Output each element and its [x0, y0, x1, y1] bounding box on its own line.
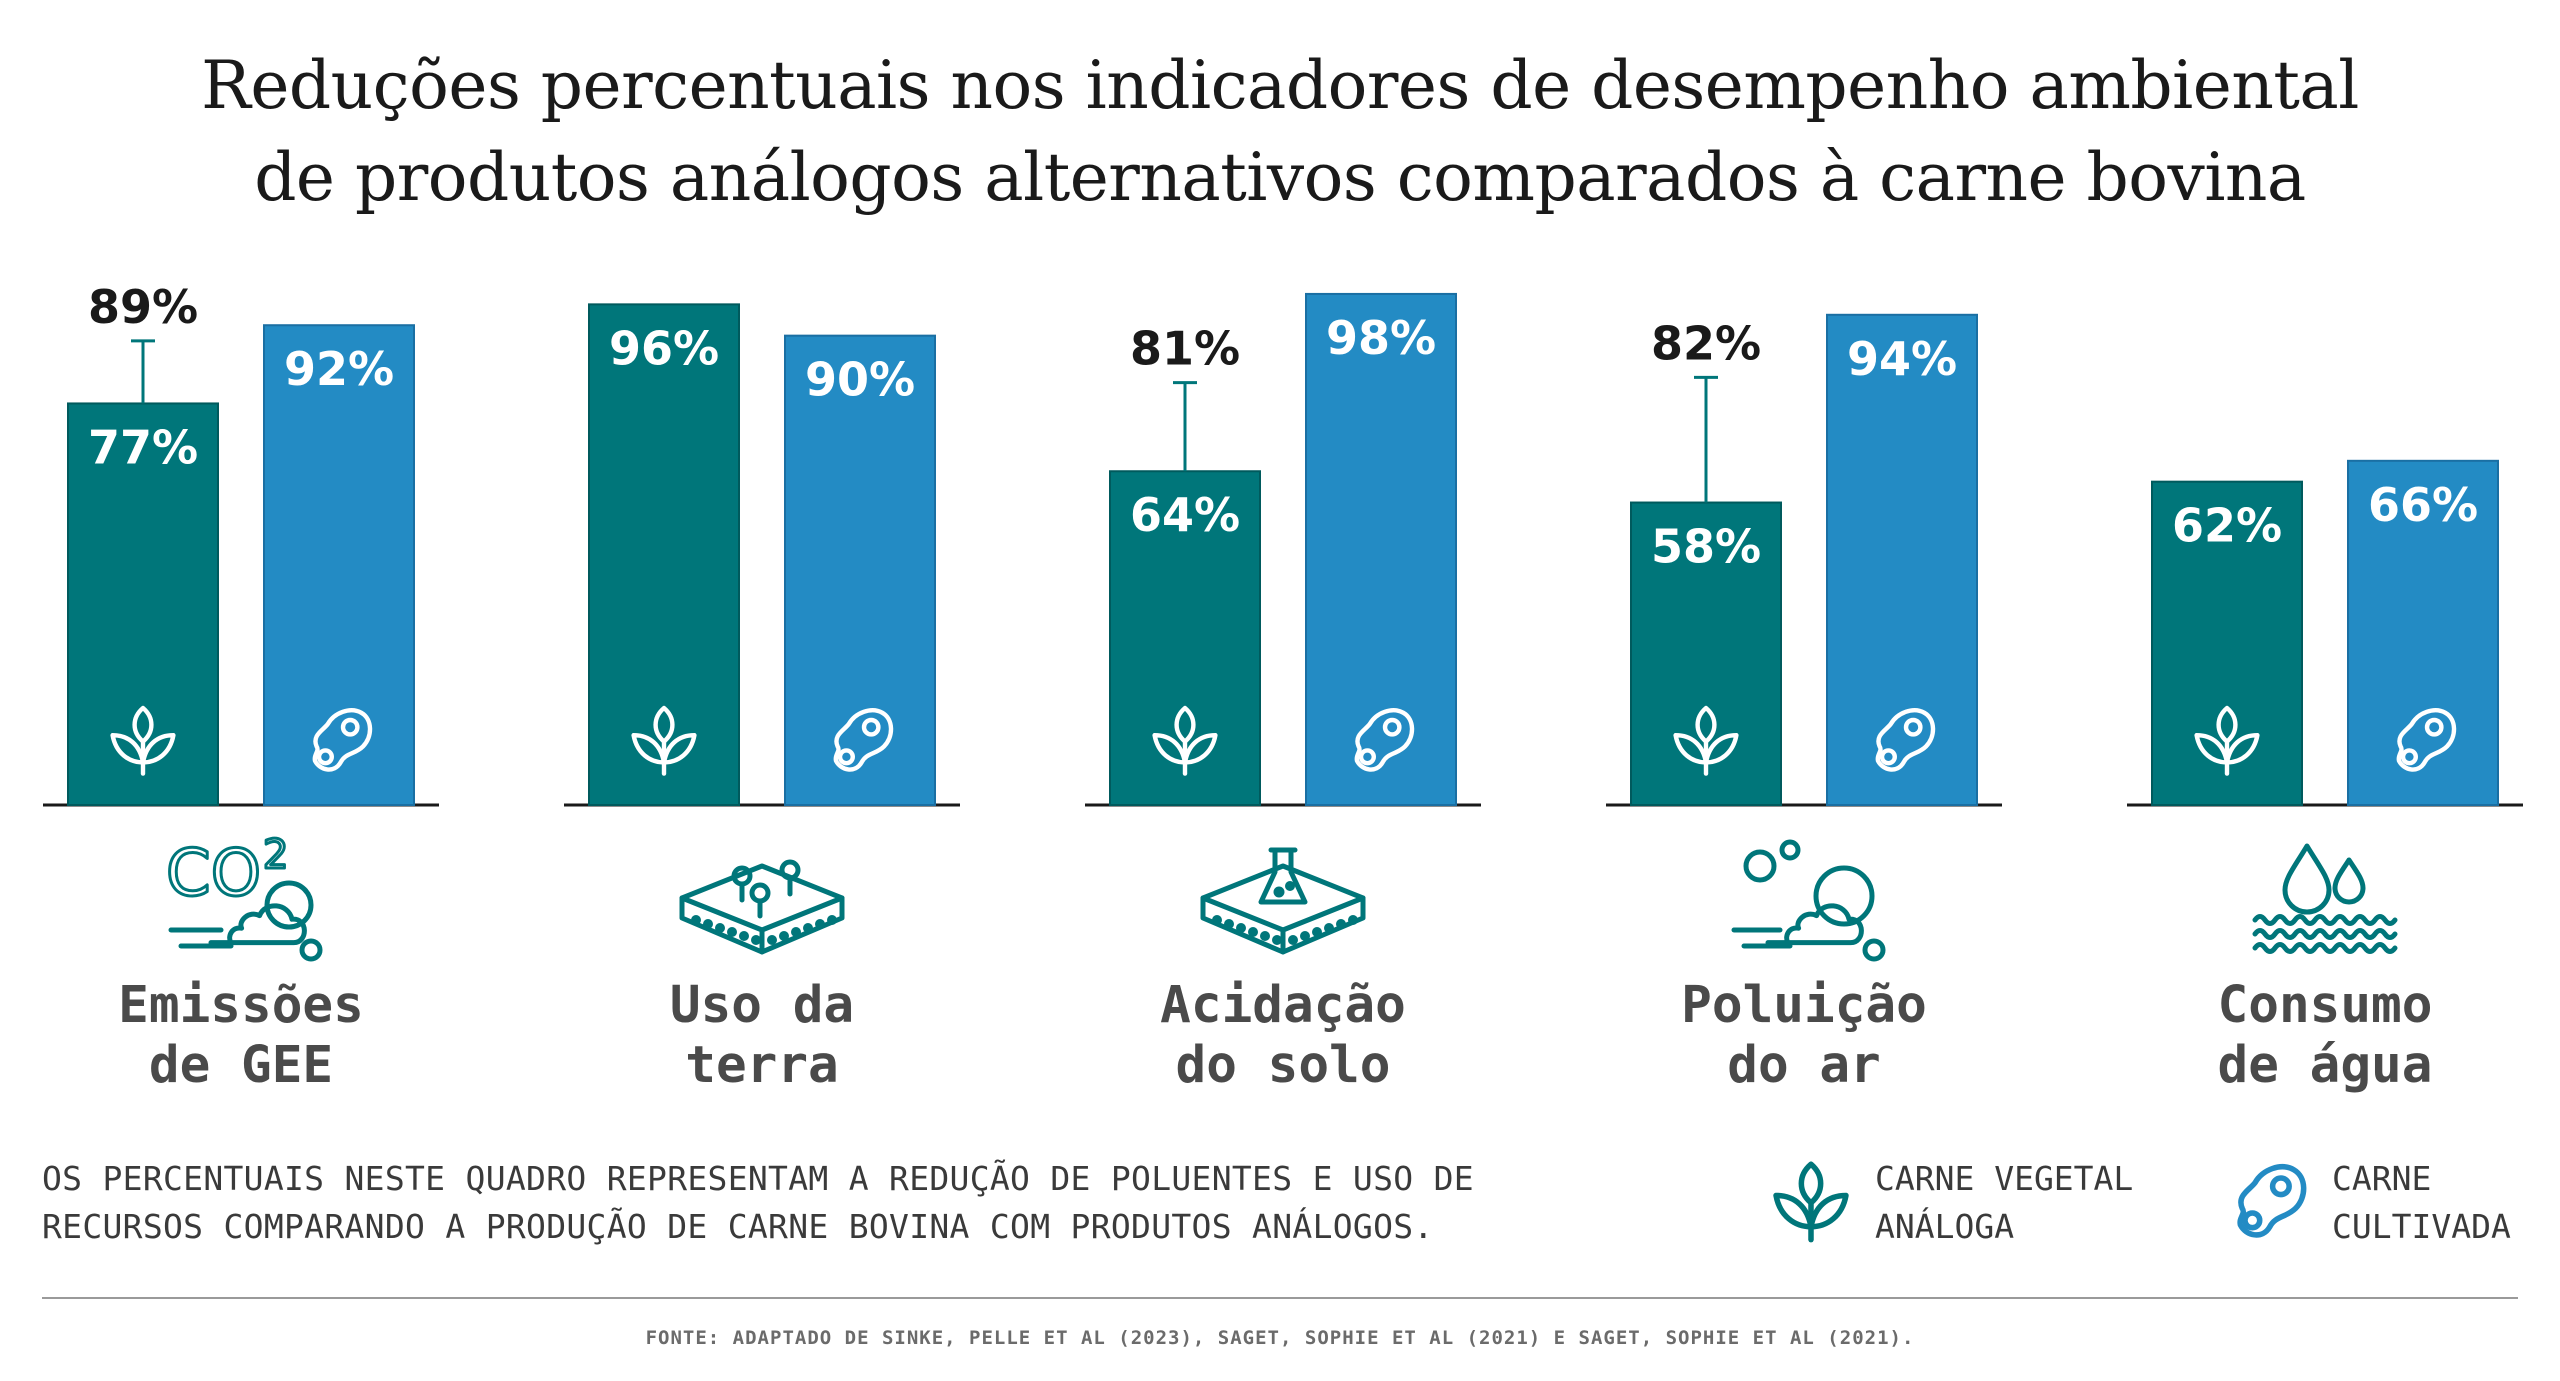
chart-note: OS PERCENTUAIS NESTE QUADRO REPRESENTAM … — [42, 1155, 1662, 1251]
plant-sprout-icon — [110, 705, 176, 776]
air-pollution-icon — [1731, 839, 1886, 962]
svg-text:2: 2 — [263, 832, 288, 878]
legend-label-vegetal: CARNE VEGETAL ANÁLOGA — [1875, 1159, 2134, 1246]
footer-divider — [42, 1297, 2518, 1299]
svg-text:CO: CO — [166, 837, 261, 911]
category-label-line-2: terra — [685, 1036, 839, 1095]
cultivated-meat-icon — [312, 708, 373, 772]
category-label-line-2: do ar — [1727, 1036, 1881, 1095]
source-note: FONTE: ADAPTADO DE SINKE, PELLE ET AL (2… — [645, 1327, 1915, 1349]
bar-value-label: 92% — [284, 342, 394, 396]
soil-flask-icon — [1200, 847, 1366, 955]
error-upper-label: 82% — [1651, 316, 1761, 370]
plant-sprout-icon — [1773, 1161, 1849, 1243]
bar-carne-cultivada — [1826, 313, 1978, 806]
co2-cloud-icon: CO 2 — [165, 831, 323, 962]
cultivated-meat-icon — [833, 708, 894, 772]
chart-note-line-2: RECURSOS COMPARANDO A PRODUÇÃO DE CARNE … — [42, 1207, 1434, 1246]
bar-value-label: 64% — [1130, 488, 1240, 542]
category-label-line-1: Consumo — [2218, 976, 2433, 1035]
bar-value-label: 66% — [2368, 478, 2478, 532]
category-label-line-1: Emissões — [118, 976, 364, 1035]
bar-carne-vegetal — [588, 303, 740, 806]
bar-carne-cultivada — [784, 334, 936, 806]
bar-carne-cultivada — [2347, 459, 2499, 806]
legend-item-cultivada: CARNE CULTIVADA — [2222, 1155, 2511, 1251]
cultivated-meat-icon — [2396, 708, 2457, 772]
cultivated-meat-icon — [1875, 708, 1936, 772]
bar-value-label: 62% — [2172, 499, 2282, 553]
error-upper-label: 81% — [1130, 322, 1240, 376]
water-drops-icon — [2252, 843, 2398, 954]
bar-value-label: 58% — [1651, 520, 1761, 574]
bar-value-label: 77% — [88, 420, 198, 474]
land-plot-icon — [679, 859, 845, 955]
cultivated-meat-icon — [1354, 708, 1415, 772]
bar-value-label: 96% — [609, 321, 719, 375]
chart-title: Reduções percentuais nos indicadores de … — [0, 40, 2560, 224]
chart-title-line-1: Reduções percentuais nos indicadores de … — [201, 47, 2359, 124]
bar-carne-cultivada — [263, 324, 415, 806]
chart-note-line-1: OS PERCENTUAIS NESTE QUADRO REPRESENTAM … — [42, 1159, 1474, 1198]
bar-value-label: 90% — [805, 353, 915, 407]
bar-carne-cultivada — [1305, 292, 1457, 806]
category-label-line-2: de GEE — [149, 1036, 333, 1095]
legend-label-cultivada: CARNE CULTIVADA — [2332, 1159, 2511, 1246]
plant-sprout-icon — [631, 705, 697, 776]
plant-sprout-icon — [1673, 705, 1739, 776]
bar-carne-vegetal — [67, 402, 219, 806]
bar-value-label: 94% — [1847, 332, 1957, 386]
error-upper-label: 89% — [88, 280, 198, 334]
cultivated-meat-icon — [2237, 1164, 2307, 1238]
category-label-line-2: de água — [2218, 1036, 2433, 1095]
legend-item-vegetal: CARNE VEGETAL ANÁLOGA — [1765, 1155, 2133, 1251]
chart-title-line-2: de produtos análogos alternativos compar… — [254, 139, 2306, 216]
category-label-line-1: Acidação — [1160, 976, 1406, 1035]
plant-sprout-icon — [1152, 705, 1218, 776]
bar-value-label: 98% — [1326, 311, 1436, 365]
plant-sprout-icon — [2194, 705, 2260, 776]
category-label-line-2: do solo — [1176, 1036, 1391, 1095]
category-label-line-1: Uso da — [670, 976, 854, 1035]
category-label-line-1: Poluição — [1681, 976, 1927, 1035]
